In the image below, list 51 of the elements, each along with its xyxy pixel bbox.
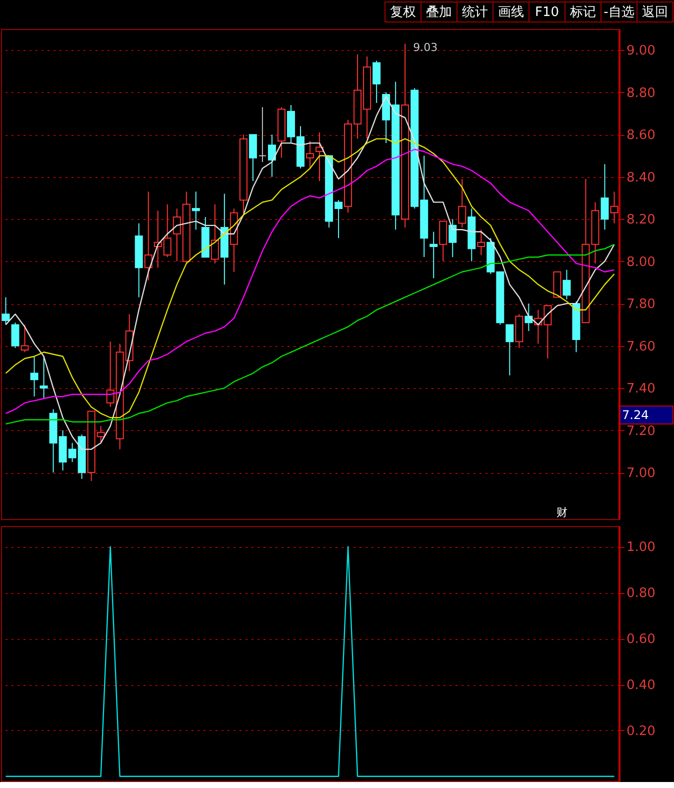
y-tick-label: 0.40 — [626, 678, 656, 694]
candlestick — [144, 191, 152, 281]
candlestick — [306, 140, 314, 169]
candlestick — [210, 204, 219, 264]
candlestick — [192, 191, 200, 230]
text: 统计 — [462, 5, 488, 20]
line-series — [5, 96, 615, 450]
y-tick-label: 8.80 — [626, 86, 656, 101]
candlestick — [20, 324, 29, 353]
candlestick — [448, 218, 457, 258]
y-tick-label: 8.60 — [626, 128, 656, 144]
candlestick — [11, 322, 20, 348]
text: 7.24 — [622, 408, 649, 422]
y-tick-label: 7.80 — [626, 297, 656, 312]
annotation: 9.03 — [413, 40, 438, 54]
text: 叠加 — [426, 5, 452, 20]
candlestick — [600, 164, 609, 230]
y-tick-label: 7.60 — [626, 339, 656, 354]
y-tick-label: 0.80 — [626, 586, 656, 602]
y-tick-label: 8.40 — [626, 170, 656, 186]
candlestick — [40, 356, 48, 400]
candlestick — [506, 324, 514, 376]
y-tick-label: 0.20 — [626, 724, 656, 739]
text: 返回 — [642, 5, 668, 20]
text: 画线 — [498, 5, 524, 20]
candlestick — [258, 106, 266, 163]
y-tick-label: 1.00 — [626, 540, 656, 556]
candlestick — [372, 60, 381, 104]
line-series — [5, 244, 615, 425]
text: 标记 — [569, 5, 596, 20]
y-tick-label: 7.20 — [626, 424, 656, 439]
candlestick — [2, 296, 10, 326]
candlestick — [268, 134, 276, 178]
annotation: 财 — [556, 506, 568, 519]
text: -自选 — [604, 5, 634, 20]
text: F10 — [534, 5, 560, 20]
y-tick-label: 7.40 — [626, 382, 656, 397]
candlestick — [458, 178, 466, 228]
y-tick-label: 0.60 — [626, 632, 656, 648]
candlestick — [430, 231, 438, 279]
y-tick-label: 9.00 — [626, 44, 656, 59]
candlestick — [439, 220, 448, 262]
candlestick — [477, 229, 486, 256]
text: 复权 — [390, 5, 416, 20]
candlestick — [524, 303, 533, 332]
y-tick-label: 8.00 — [626, 254, 656, 270]
candlestick — [30, 356, 38, 397]
y-tick-label: 8.20 — [626, 212, 656, 228]
y-tick-label: 7.00 — [626, 466, 656, 482]
candlestick — [248, 134, 257, 182]
candlestick — [562, 269, 571, 300]
